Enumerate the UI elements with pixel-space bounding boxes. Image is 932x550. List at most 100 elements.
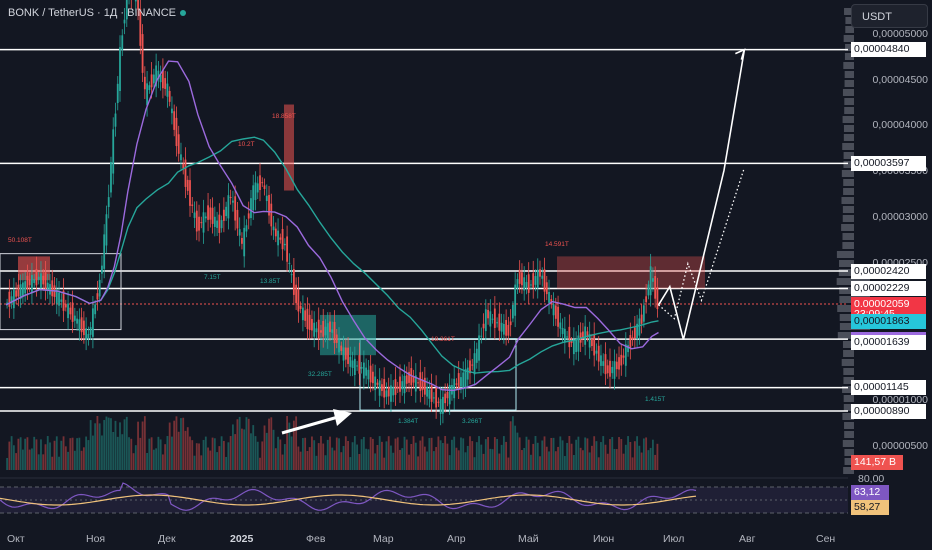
volume-bar [631, 457, 634, 470]
volume-bar [263, 425, 266, 470]
candle-body [317, 319, 320, 339]
volume-profile-bar [844, 431, 854, 438]
candle-body [367, 369, 370, 380]
volume-bar [410, 443, 413, 470]
volume-profile-bar [843, 35, 854, 42]
candle-body [182, 163, 185, 169]
volume-bar [241, 428, 243, 470]
candle-body [46, 282, 49, 291]
volume-bar [182, 417, 185, 470]
candle-body [396, 386, 399, 389]
candle-body [410, 368, 413, 386]
volume-bar [114, 420, 117, 470]
candle-body [518, 269, 521, 284]
candle-body [435, 387, 438, 408]
volume-bar [387, 436, 390, 470]
candle-body [252, 185, 255, 211]
candle-body [498, 313, 501, 331]
candle-body [428, 389, 431, 399]
volume-bar [532, 443, 535, 470]
volume-bar [67, 451, 69, 470]
candle-body [67, 303, 69, 319]
candle-body [277, 230, 279, 246]
price-label-l1145: 0,00001145 [851, 380, 926, 396]
candle-body [166, 83, 169, 97]
candle-body [243, 227, 246, 257]
candle-body [609, 360, 611, 377]
currency-button[interactable]: USDT [851, 4, 928, 28]
volume-bar [184, 430, 187, 470]
rsi-ma-line [0, 494, 697, 506]
volume-bar [69, 438, 72, 470]
volume-bar [527, 439, 530, 470]
volume-bar [455, 447, 458, 470]
candle-body [274, 228, 277, 237]
volume-bar [534, 436, 537, 470]
volume-bar [71, 437, 74, 470]
volume-profile-bar [841, 170, 854, 177]
volume-profile-bar [843, 404, 854, 411]
volume-bar [399, 449, 401, 470]
candle-body [218, 214, 221, 233]
candle-body [152, 74, 155, 84]
volume-bar [315, 455, 318, 470]
volume-bar [238, 416, 241, 470]
candles [6, 0, 659, 470]
candle-body [563, 328, 566, 343]
volume-bar [466, 445, 469, 470]
candle-body [536, 269, 539, 289]
candle-body [295, 284, 298, 304]
candle-body [40, 273, 42, 289]
candle-body [541, 275, 544, 279]
volume-bar [19, 437, 22, 470]
volume-bar [652, 439, 654, 470]
candle-body [502, 323, 505, 335]
candle-body [114, 113, 117, 127]
volume-bar [360, 439, 363, 470]
candle-body [261, 182, 264, 184]
volume-bar [252, 425, 255, 470]
candle-body [349, 356, 352, 367]
candle-body [315, 328, 318, 333]
volume-bar [105, 416, 108, 470]
volume-bar [378, 436, 381, 470]
candle-body [290, 274, 293, 276]
candle-body [358, 355, 361, 374]
candle-body [139, 8, 142, 46]
volume-bar [317, 443, 320, 470]
volume-bar [51, 456, 54, 470]
candle-body [232, 200, 234, 203]
pointer-arrowhead [333, 409, 352, 426]
candle-body [421, 379, 424, 390]
volume-bar [629, 441, 632, 470]
candle-body [105, 214, 108, 246]
candle-body [381, 384, 383, 391]
volume-bar [460, 437, 462, 470]
candle-body [491, 318, 494, 320]
volume-bar [311, 436, 313, 470]
candle-body [509, 321, 512, 326]
candle-body [525, 282, 528, 288]
volume-bar [432, 451, 435, 470]
candle-body [521, 272, 523, 286]
candle-body [222, 209, 225, 221]
volume-bar [204, 436, 207, 470]
symbol-header[interactable]: BONK / TetherUS · 1Д · BINANCE [8, 7, 187, 19]
volume-bar [55, 436, 58, 470]
candle-body [636, 323, 638, 339]
volume-bar [473, 457, 476, 470]
candle-body [383, 379, 386, 398]
price-label-l890: 0,00000890 [851, 403, 926, 419]
candle-body [387, 386, 390, 397]
time-tick-label: Фев [306, 533, 326, 545]
candle-body [55, 289, 58, 304]
volume-bar [46, 436, 49, 470]
candle-body [444, 393, 447, 404]
volume-bar [353, 436, 356, 470]
candle-body [26, 275, 29, 290]
candle-body [64, 303, 67, 308]
candle-body [137, 0, 139, 10]
candle-body [236, 209, 239, 229]
volume-bar [94, 423, 97, 470]
